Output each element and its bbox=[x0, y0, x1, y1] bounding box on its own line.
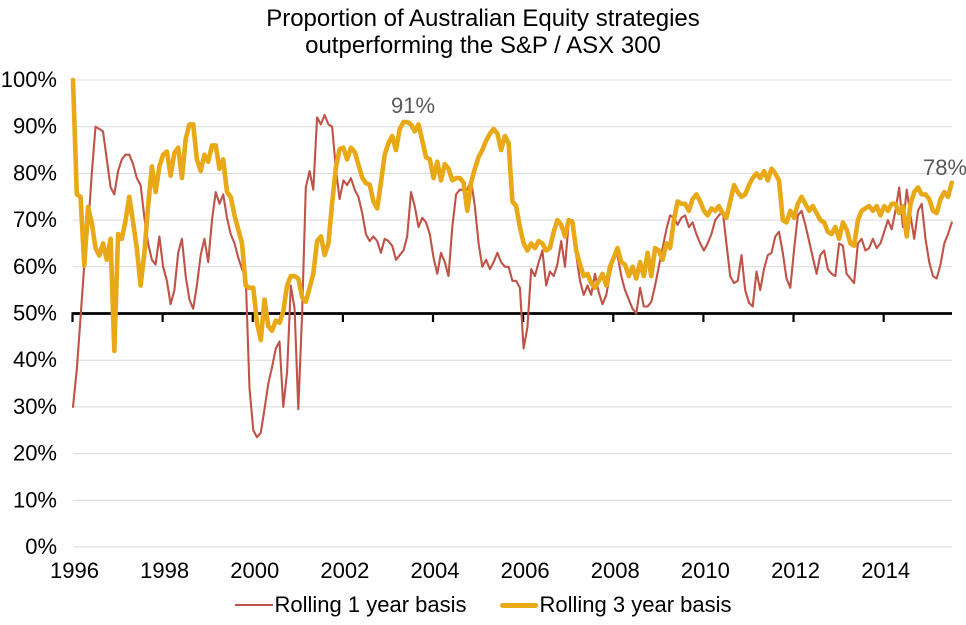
series-line-rolling-3-year-basis bbox=[70, 77, 955, 354]
annotation-78-percent: 78% bbox=[922, 155, 966, 180]
y-axis-label-100%: 100% bbox=[1, 67, 57, 92]
y-axis-label-0%: 0% bbox=[25, 534, 57, 559]
series-line-rolling-1-year-basis bbox=[71, 113, 953, 439]
legend-item-rolling-3-year: Rolling 3 year basis bbox=[499, 592, 732, 618]
x-axis-label-2004: 2004 bbox=[411, 558, 460, 583]
y-axis-label-70%: 70% bbox=[13, 207, 57, 232]
legend-item-rolling-1-year: Rolling 1 year basis bbox=[234, 592, 467, 618]
y-axis-label-20%: 20% bbox=[13, 441, 57, 466]
y-axis-label-80%: 80% bbox=[13, 160, 57, 185]
y-axis-label-10%: 10% bbox=[13, 487, 57, 512]
x-axis-label-2012: 2012 bbox=[771, 558, 820, 583]
legend-label-1-year: Rolling 1 year basis bbox=[274, 592, 467, 617]
x-axis-label-2000: 2000 bbox=[230, 558, 279, 583]
x-axis-label-2014: 2014 bbox=[861, 558, 910, 583]
chart-title-line-1: Proportion of Australian Equity strategi… bbox=[266, 5, 700, 32]
legend-swatch-1-year-line bbox=[234, 604, 273, 606]
x-axis-label-2010: 2010 bbox=[681, 558, 730, 583]
x-axis-label-1998: 1998 bbox=[140, 558, 189, 583]
legend-swatch-3-year-line bbox=[499, 602, 538, 608]
legend-label-3-year: Rolling 3 year basis bbox=[539, 592, 732, 617]
y-axis-label-30%: 30% bbox=[13, 394, 57, 419]
legend: Rolling 1 year basis Rolling 3 year basi… bbox=[0, 592, 966, 618]
x-axis-label-2008: 2008 bbox=[591, 558, 640, 583]
chart-title: Proportion of Australian Equity strategi… bbox=[0, 5, 966, 59]
y-axis-label-50%: 50% bbox=[13, 301, 57, 326]
y-axis-label-60%: 60% bbox=[13, 254, 57, 279]
annotation-91-percent: 91% bbox=[390, 93, 436, 118]
x-axis-label-2006: 2006 bbox=[501, 558, 550, 583]
x-axis-label-2002: 2002 bbox=[320, 558, 369, 583]
y-axis-label-40%: 40% bbox=[13, 347, 57, 372]
x-axis-label-1996: 1996 bbox=[50, 558, 99, 583]
chart-title-line-2: outperforming the S&P / ASX 300 bbox=[305, 32, 661, 59]
y-axis-label-90%: 90% bbox=[13, 114, 57, 139]
